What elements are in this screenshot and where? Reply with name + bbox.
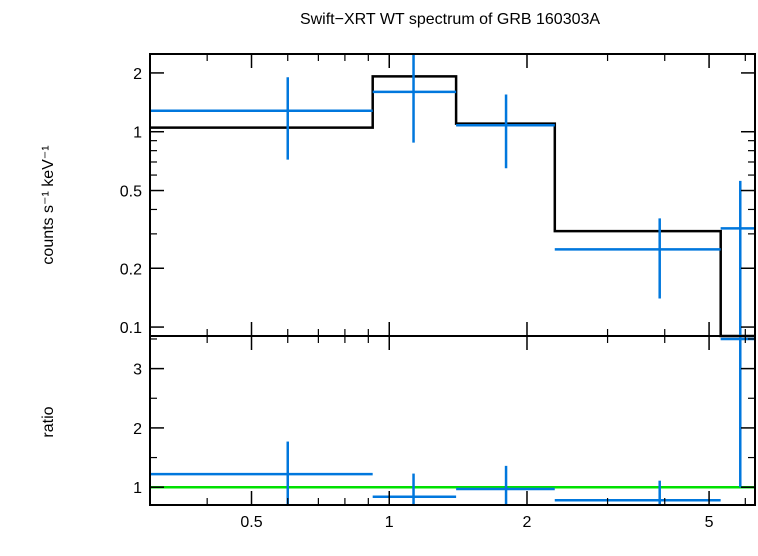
spectrum-data-point <box>720 180 755 336</box>
spectrum-data-point <box>456 94 555 169</box>
y-tick-label: 0.2 <box>120 261 142 278</box>
ratio-data-point <box>456 465 555 505</box>
ratio-panel: 1 2 3 <box>133 336 755 505</box>
ratio-data-point <box>554 480 721 505</box>
ratio-y-tick-label: 3 <box>133 362 142 379</box>
ratio-y-tick-label: 2 <box>133 421 142 438</box>
ratio-data-point <box>720 336 755 488</box>
spectrum-panel: 0.1 0.2 0.5 1 2 <box>120 54 755 338</box>
ratio-data-point <box>150 441 373 505</box>
x-tick-label: 1 <box>385 514 394 531</box>
ratio-data-point <box>372 473 457 505</box>
model-step-line <box>150 75 755 338</box>
y-tick-label: 2 <box>133 66 142 83</box>
y-tick-label: 1 <box>133 125 142 142</box>
plot-frame: 0.5 1 2 5 <box>149 53 756 531</box>
x-tick-label: 5 <box>705 514 714 531</box>
spectrum-data-point <box>150 77 373 160</box>
y-axis-label-spectrum: counts s⁻¹ keV⁻¹ <box>40 145 57 264</box>
y-tick-label: 0.1 <box>120 320 142 337</box>
spectrum-data-point <box>372 54 457 143</box>
ratio-panel-frame <box>149 335 756 506</box>
x-tick-label: 0.5 <box>240 514 262 531</box>
y-axis-label-ratio: ratio <box>40 406 57 437</box>
spectrum-data-point <box>554 218 721 299</box>
chart-title: Swift−XRT WT spectrum of GRB 160303A <box>300 11 600 28</box>
y-tick-label: 0.5 <box>120 184 142 201</box>
ratio-y-tick-label: 1 <box>133 480 142 497</box>
spectrum-panel-frame <box>149 53 756 337</box>
x-tick-label: 2 <box>523 514 532 531</box>
